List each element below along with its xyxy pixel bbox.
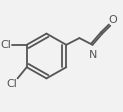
Text: O: O	[108, 15, 117, 25]
Text: Cl: Cl	[6, 79, 17, 89]
Text: Cl: Cl	[0, 40, 11, 50]
Text: N: N	[89, 50, 97, 60]
